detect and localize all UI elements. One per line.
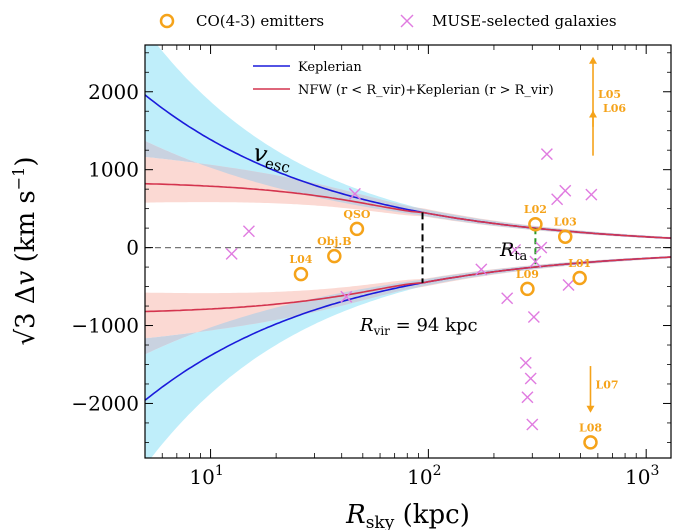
vesc-annotation: vesc — [250, 138, 294, 176]
legend-muse-x-b — [400, 14, 414, 28]
muse-point-stroke-b — [519, 356, 532, 369]
keplerian-band-lower — [145, 256, 671, 458]
legend-muse-marker — [400, 14, 414, 28]
muse-point — [527, 310, 540, 323]
muse-point-stroke-b — [348, 187, 361, 200]
co-point — [520, 281, 535, 297]
muse-point — [526, 418, 539, 431]
muse-point-stroke-b — [585, 188, 598, 201]
muse-point-stroke-b — [526, 418, 539, 431]
co-point — [528, 216, 543, 232]
arrow-label-l05: L05 — [598, 88, 621, 101]
inner-legend: Keplerian NFW (r < R_vir)+Keplerian (r >… — [253, 60, 554, 98]
y-tick-label: 1000 — [88, 158, 139, 182]
muse-point — [348, 187, 361, 200]
muse-point-stroke-b — [524, 372, 537, 385]
muse-point — [340, 290, 353, 303]
axis-ticks: 2000 1000 0 −1000 −2000 101 102 103 — [71, 45, 671, 489]
nfw-curve-lower — [145, 256, 671, 313]
co-point-label: QSO — [343, 208, 371, 221]
x-tick-label: 103 — [625, 463, 659, 489]
co-points: L02 L03 QSO Obj.B L04 L09 L01 L08 — [289, 203, 602, 450]
model-bands — [145, 45, 671, 458]
muse-point-stroke-b — [242, 225, 255, 238]
muse-point — [535, 241, 548, 254]
co-point-label: L04 — [289, 253, 312, 266]
muse-point-stroke-b — [559, 184, 572, 197]
co-point — [572, 270, 587, 286]
model-curves — [145, 94, 671, 401]
rta-annotation: Rta — [499, 239, 528, 264]
co-point — [349, 221, 365, 237]
co-point-label: L09 — [516, 268, 539, 281]
legend-co-label: CO(4-3) emitters — [196, 12, 324, 30]
y-axis-label: √3 Δv (km s−1) — [9, 156, 41, 345]
nfw-curve-upper — [145, 182, 671, 239]
muse-point — [585, 188, 598, 201]
x-axis-label: Rsky (kpc) — [345, 500, 470, 530]
muse-point-stroke-b — [527, 310, 540, 323]
co-point-label: L01 — [568, 257, 591, 270]
co-point — [557, 229, 573, 244]
co-point-label: Obj.B — [317, 235, 351, 248]
muse-point — [559, 184, 572, 197]
muse-point — [540, 148, 553, 161]
muse-point — [562, 279, 575, 292]
y-tick-label: 0 — [126, 236, 139, 260]
muse-point — [475, 263, 488, 276]
muse-point-stroke-b — [509, 243, 522, 256]
guide-lines — [421, 212, 537, 283]
top-legend: CO(4-3) emitters MUSE-selected galaxies — [159, 12, 617, 30]
muse-point — [524, 372, 537, 385]
y-tick-label: 2000 — [88, 80, 139, 104]
rvir-annotation: Rvir = 94 kpc — [359, 315, 478, 338]
muse-point — [521, 391, 534, 404]
muse-point — [225, 247, 238, 260]
co-point — [583, 435, 598, 450]
limit-arrow-head — [589, 110, 598, 118]
legend-co-marker — [159, 13, 175, 29]
muse-point-stroke-b — [529, 255, 542, 268]
co-point-label: L08 — [579, 421, 602, 434]
legend-nfw-label: NFW (r < R_vir)+Keplerian (r > R_vir) — [298, 83, 554, 98]
legend-muse-label: MUSE-selected galaxies — [432, 12, 617, 30]
legend-keplerian-label: Keplerian — [298, 60, 362, 75]
muse-point-stroke-b — [535, 241, 548, 254]
co-point-label: L03 — [554, 216, 577, 229]
muse-point — [529, 255, 542, 268]
x-tick-label: 102 — [407, 463, 441, 489]
co-point — [327, 248, 342, 264]
co-point-label: L02 — [524, 203, 547, 216]
muse-point-stroke-b — [475, 263, 488, 276]
co-point — [293, 266, 309, 282]
y-tick-label: −1000 — [71, 314, 139, 338]
muse-point-stroke-b — [340, 290, 353, 303]
muse-point — [501, 292, 514, 305]
muse-point-stroke-b — [562, 279, 575, 292]
arrow-label-l06: L06 — [603, 102, 626, 115]
muse-point — [519, 356, 532, 369]
muse-point-stroke-b — [501, 292, 514, 305]
plot-frame — [144, 44, 672, 459]
keplerian-band-upper — [145, 45, 671, 239]
muse-points — [225, 148, 598, 431]
muse-point — [509, 243, 522, 256]
muse-point-stroke-b — [540, 148, 553, 161]
muse-point-stroke-b — [225, 247, 238, 260]
x-tick-label: 101 — [189, 463, 223, 489]
muse-point — [242, 225, 255, 238]
limit-arrow-head — [586, 405, 595, 413]
limit-arrow-head — [589, 56, 598, 64]
arrow-label-l07: L07 — [595, 379, 618, 392]
y-tick-label: −2000 — [71, 391, 139, 415]
muse-point-stroke-b — [521, 391, 534, 404]
